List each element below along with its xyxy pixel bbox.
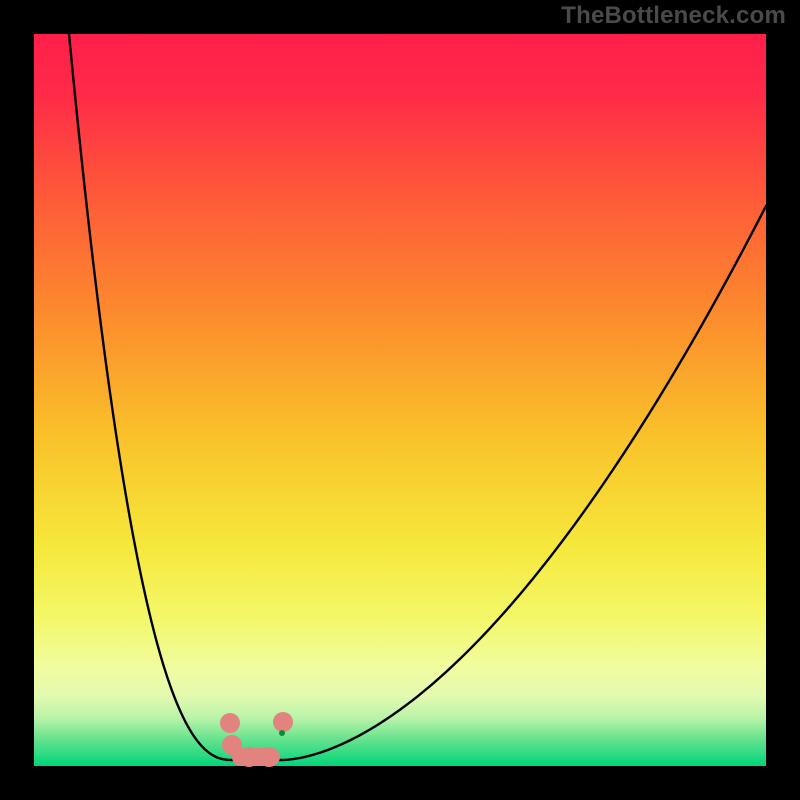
trough-dot-4 xyxy=(273,712,293,732)
trough-dot-0 xyxy=(220,713,240,733)
trough-green-dot xyxy=(279,730,285,736)
chart-container: TheBottleneck.com xyxy=(0,0,800,800)
bottleneck-curve-chart xyxy=(0,0,800,800)
trough-dot-3 xyxy=(259,747,279,767)
trough-dot-2 xyxy=(239,747,259,767)
watermark-text: TheBottleneck.com xyxy=(561,2,786,30)
trough-dot-1 xyxy=(222,735,242,755)
